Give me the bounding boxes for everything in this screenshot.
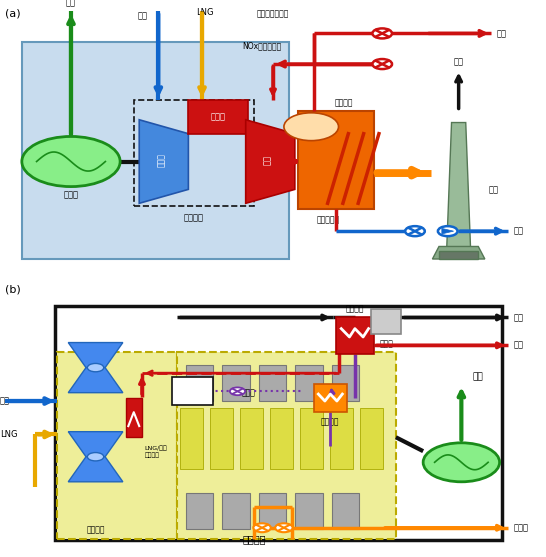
Circle shape xyxy=(275,524,293,532)
Circle shape xyxy=(87,363,104,372)
FancyBboxPatch shape xyxy=(295,365,323,401)
Circle shape xyxy=(284,113,339,141)
Text: (a): (a) xyxy=(5,8,21,18)
Circle shape xyxy=(22,136,120,187)
Text: LNG: LNG xyxy=(0,430,17,439)
Text: 공기: 공기 xyxy=(0,397,10,405)
Text: 오일쿨러: 오일쿨러 xyxy=(321,418,340,427)
Polygon shape xyxy=(68,432,123,457)
Circle shape xyxy=(372,28,392,38)
Text: 공기: 공기 xyxy=(138,11,147,20)
Text: 냉각수: 냉각수 xyxy=(241,388,256,397)
Text: 가스터빈: 가스터빈 xyxy=(184,213,204,222)
Polygon shape xyxy=(246,120,295,203)
FancyBboxPatch shape xyxy=(22,42,289,259)
FancyBboxPatch shape xyxy=(439,251,478,259)
FancyBboxPatch shape xyxy=(57,352,177,539)
Text: (b): (b) xyxy=(5,284,21,294)
Circle shape xyxy=(87,452,104,461)
Text: 배기: 배기 xyxy=(513,313,523,322)
FancyBboxPatch shape xyxy=(270,408,293,469)
Text: 연소기: 연소기 xyxy=(211,113,226,121)
FancyBboxPatch shape xyxy=(259,493,286,529)
Circle shape xyxy=(405,226,425,236)
FancyBboxPatch shape xyxy=(332,493,359,529)
Text: 터빈: 터빈 xyxy=(263,155,272,165)
Text: 증기: 증기 xyxy=(497,29,507,38)
FancyBboxPatch shape xyxy=(172,378,213,405)
Text: 전력: 전력 xyxy=(66,0,76,7)
FancyBboxPatch shape xyxy=(240,408,263,469)
Text: 열교환기: 열교환기 xyxy=(334,98,353,107)
FancyBboxPatch shape xyxy=(298,111,374,209)
FancyBboxPatch shape xyxy=(177,352,396,539)
Circle shape xyxy=(253,524,271,532)
Text: 급수: 급수 xyxy=(513,227,523,236)
FancyBboxPatch shape xyxy=(188,100,248,134)
Text: 윤활유: 윤활유 xyxy=(513,523,528,532)
Circle shape xyxy=(423,443,500,482)
Polygon shape xyxy=(68,457,123,482)
Circle shape xyxy=(372,59,392,69)
FancyBboxPatch shape xyxy=(186,365,213,401)
Text: 폐열보일러: 폐열보일러 xyxy=(317,216,340,225)
FancyBboxPatch shape xyxy=(259,365,286,401)
FancyBboxPatch shape xyxy=(300,408,323,469)
FancyBboxPatch shape xyxy=(371,309,401,334)
Text: 압축기: 압축기 xyxy=(157,153,165,167)
Text: LNG: LNG xyxy=(197,8,214,17)
FancyBboxPatch shape xyxy=(295,493,323,529)
Text: 팽창
탱크: 팽창 탱크 xyxy=(188,384,197,398)
FancyBboxPatch shape xyxy=(180,408,203,469)
Polygon shape xyxy=(139,120,188,203)
FancyBboxPatch shape xyxy=(222,365,250,401)
FancyBboxPatch shape xyxy=(330,408,353,469)
FancyBboxPatch shape xyxy=(332,365,359,401)
Text: 출력증가용증기: 출력증가용증기 xyxy=(257,9,289,18)
Text: 터보차저: 터보차저 xyxy=(86,525,105,534)
Polygon shape xyxy=(432,246,485,259)
Circle shape xyxy=(230,388,245,395)
Text: NOx저감용증기: NOx저감용증기 xyxy=(242,41,282,50)
Text: 배기: 배기 xyxy=(454,58,464,67)
Polygon shape xyxy=(447,123,471,251)
Text: 연돌: 연돌 xyxy=(489,185,498,194)
Text: 가스엔진: 가스엔진 xyxy=(242,535,266,545)
Polygon shape xyxy=(68,343,123,368)
FancyBboxPatch shape xyxy=(186,493,213,529)
Text: 열교환기: 열교환기 xyxy=(346,304,364,313)
Text: 전력: 전력 xyxy=(472,373,483,382)
FancyBboxPatch shape xyxy=(336,317,374,354)
FancyBboxPatch shape xyxy=(126,398,142,437)
FancyBboxPatch shape xyxy=(222,493,250,529)
Circle shape xyxy=(438,226,458,236)
Text: 소음기: 소음기 xyxy=(379,340,393,349)
Text: LNG/공기
인터쿨러: LNG/공기 인터쿨러 xyxy=(145,446,168,458)
FancyBboxPatch shape xyxy=(210,408,233,469)
Polygon shape xyxy=(68,368,123,393)
Text: 온수: 온수 xyxy=(513,341,523,350)
FancyBboxPatch shape xyxy=(360,408,383,469)
Text: 발전기: 발전기 xyxy=(63,190,79,200)
Polygon shape xyxy=(442,228,454,234)
FancyBboxPatch shape xyxy=(314,384,347,412)
